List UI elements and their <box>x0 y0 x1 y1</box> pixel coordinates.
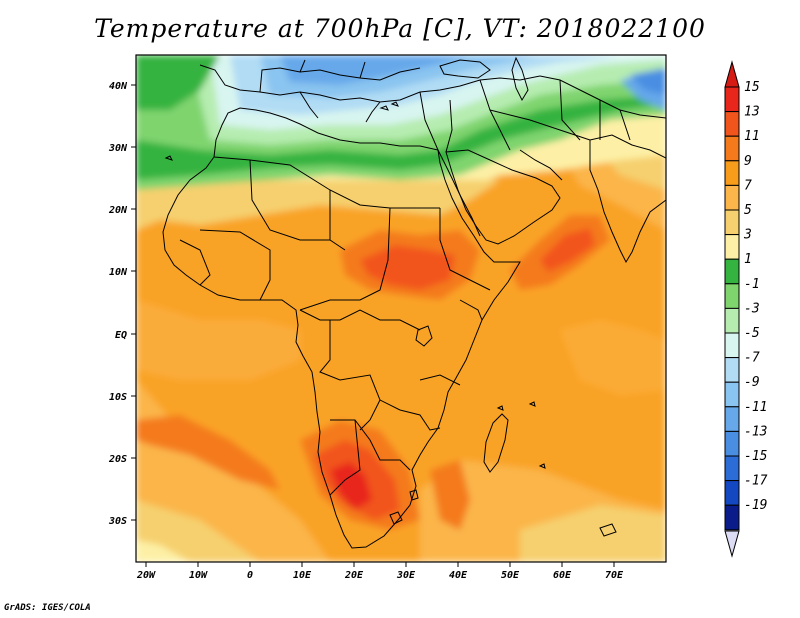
colorbar-label: -15 <box>744 449 768 464</box>
colorbar-swatch <box>724 381 740 408</box>
colorbar-swatch <box>724 307 740 334</box>
colorbar-swatch <box>724 209 740 236</box>
colorbar-labels: 15 13 11 9 7 5 3 1 -1 -3 -5 -7 -9 -11 -13 -15 -17 -19 <box>743 80 768 513</box>
colorbar-swatch <box>724 406 740 432</box>
lon-label: 20W <box>136 570 156 581</box>
colorbar-label: 11 <box>744 129 760 144</box>
lat-label: 40N <box>109 81 128 92</box>
colorbar-label: -11 <box>744 400 767 415</box>
lat-label: 30N <box>108 143 128 154</box>
colorbar-label: -9 <box>744 375 760 390</box>
lat-label: EQ <box>115 330 127 341</box>
lon-label: 0 <box>247 570 253 581</box>
colorbar-top-arrow <box>724 60 740 88</box>
axis-ticks <box>131 84 615 567</box>
colorbar-swatch <box>724 184 740 211</box>
colorbar-swatch <box>724 135 740 162</box>
lat-label: 20S <box>108 454 127 465</box>
colorbar-swatch <box>724 430 740 457</box>
colorbar-label: -7 <box>744 351 760 366</box>
colorbar-swatch <box>724 258 740 285</box>
colorbar-label: 5 <box>744 203 752 218</box>
colorbar-swatch <box>724 504 740 531</box>
colorbar-label: 15 <box>744 80 760 95</box>
lon-label: 20E <box>344 570 364 581</box>
colorbar-swatch <box>724 332 740 359</box>
colorbar-swatch <box>724 455 740 482</box>
lon-label: 10E <box>293 570 312 581</box>
colorbar-label: -19 <box>744 498 767 513</box>
colorbar-bottom-arrow <box>724 530 740 558</box>
colorbar-swatch <box>724 86 740 113</box>
lon-label: 40E <box>449 570 468 581</box>
coastlines <box>162 56 666 549</box>
lat-label: 10S <box>109 392 127 403</box>
lon-label: 50E <box>501 570 520 581</box>
lon-axis-labels: 20W 10W 0 10E 20E 30E 40E 50E 60E 70E <box>136 570 624 581</box>
colorbar-label: 13 <box>744 105 760 120</box>
colorbar-swatch <box>724 357 740 383</box>
colorbar-label: 9 <box>744 154 752 169</box>
colorbar: 15 13 11 9 7 5 3 1 -1 -3 -5 -7 -9 -11 -13 -15 -17 -19 <box>724 60 768 558</box>
lat-label: 30S <box>108 516 127 527</box>
colorbar-label: -13 <box>744 424 767 439</box>
colorbar-swatch <box>724 283 740 309</box>
colorbar-boxes <box>724 86 740 531</box>
lat-label: 20N <box>108 205 128 216</box>
lon-label: 60E <box>553 570 572 581</box>
colorbar-label: 1 <box>744 252 752 267</box>
colorbar-label: -17 <box>744 474 768 489</box>
temperature-field <box>136 55 666 562</box>
colorbar-label: -3 <box>744 301 760 316</box>
colorbar-label: -1 <box>744 277 760 292</box>
lat-label: 10N <box>109 267 128 278</box>
lon-label: 30E <box>396 570 416 581</box>
credit-label: GrADS: IGES/COLA <box>4 603 91 613</box>
colorbar-label: -5 <box>744 326 760 341</box>
colorbar-swatch <box>724 480 740 506</box>
colorbar-swatch <box>724 111 740 137</box>
islands <box>379 101 546 469</box>
lon-label: 10W <box>189 570 208 581</box>
colorbar-swatch <box>724 160 740 186</box>
lat-axis-labels: 40N 30N 20N 10N EQ 10S 20S 30S <box>108 81 128 527</box>
colorbar-label: 3 <box>743 228 752 243</box>
chart-title: Temperature at 700hPa [C], VT: 201802210… <box>94 14 706 43</box>
colorbar-label: 7 <box>744 178 752 193</box>
colorbar-swatch <box>724 234 740 260</box>
lon-label: 70E <box>605 570 624 581</box>
plot-frame <box>135 54 667 563</box>
